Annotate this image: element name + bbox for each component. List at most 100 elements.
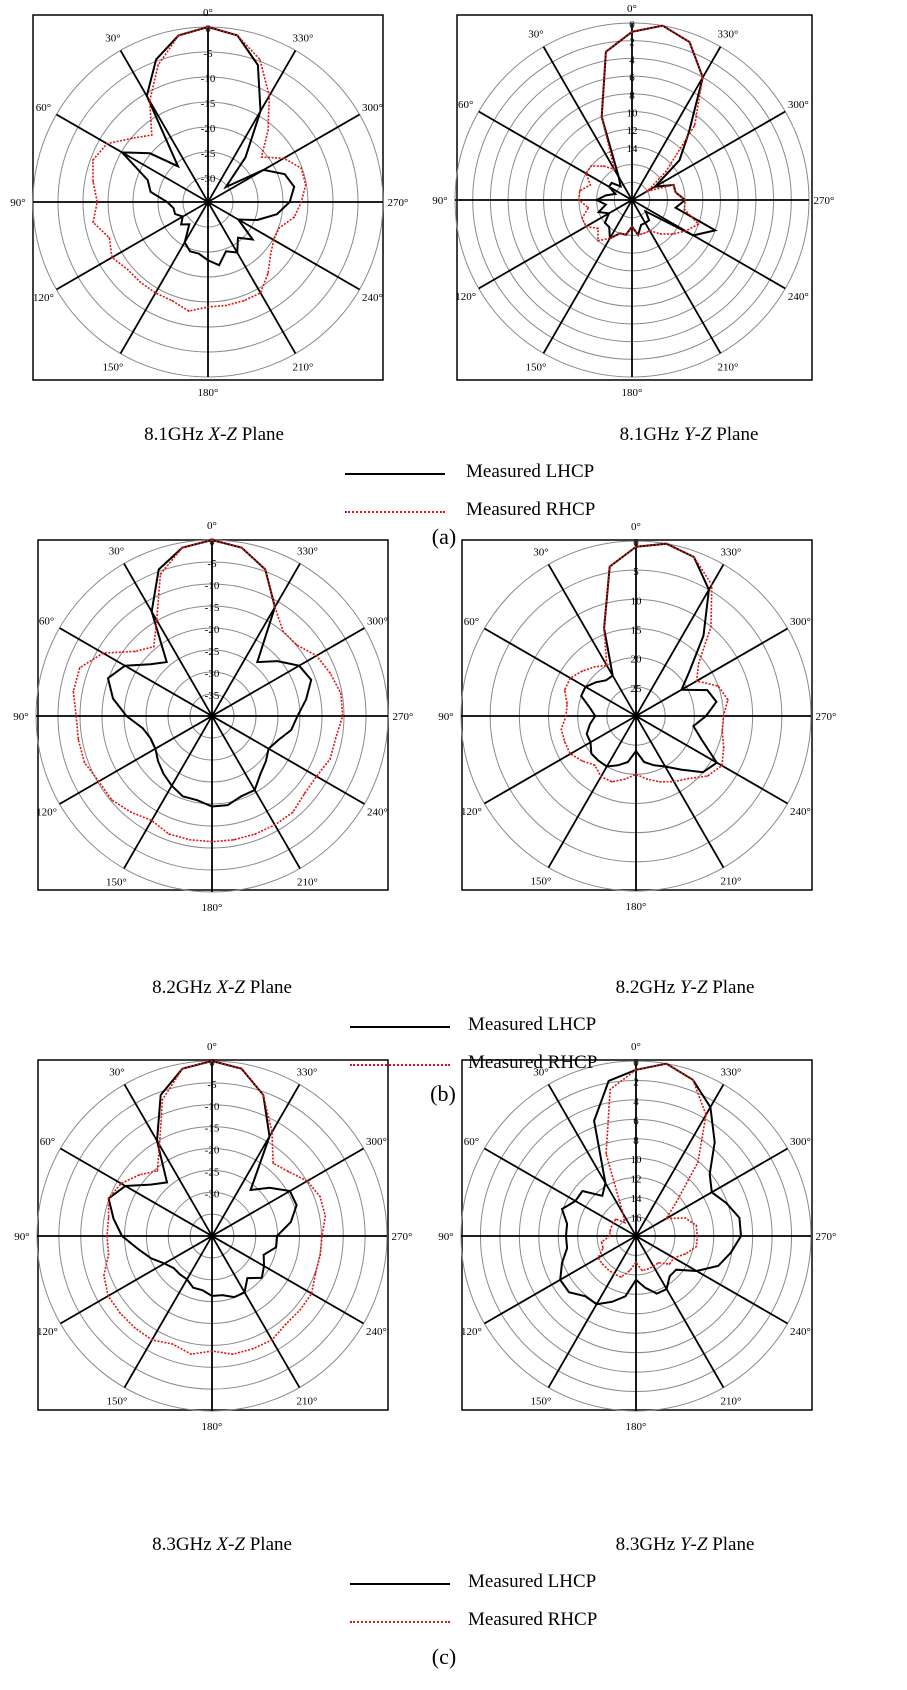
- data-point: [240, 546, 243, 549]
- data-point: [96, 201, 98, 203]
- data-point: [155, 619, 158, 621]
- data-point: [179, 1273, 181, 1276]
- data-point: [594, 764, 596, 766]
- panel-label-c: (c): [431, 1644, 457, 1669]
- data-point: [149, 737, 152, 740]
- angle-tick-label: 240°: [362, 292, 383, 304]
- data-point: [600, 1241, 603, 1243]
- data-point: [276, 213, 278, 215]
- plot-caption-3: 8.2GHz Y-Z Plane: [580, 977, 790, 999]
- data-point: [585, 172, 587, 175]
- data-point: [276, 1235, 278, 1237]
- data-point: [157, 64, 159, 66]
- data-point: [282, 630, 284, 633]
- data-point: [680, 768, 682, 771]
- data-point: [92, 180, 94, 183]
- data-point: [211, 805, 213, 808]
- data-point: [111, 256, 113, 259]
- data-point: [627, 761, 629, 763]
- angle-tick-label: 300°: [790, 616, 811, 628]
- angle-tick-label: 300°: [366, 1136, 387, 1148]
- data-point: [249, 1189, 252, 1191]
- data-point: [608, 226, 610, 228]
- data-point: [706, 689, 709, 691]
- data-point: [310, 1292, 313, 1295]
- data-point: [665, 1062, 668, 1065]
- data-point: [225, 186, 227, 188]
- caption-freq: 8.2GHz: [615, 977, 676, 998]
- data-point: [92, 159, 94, 161]
- radial-tick-label: -15: [205, 1123, 220, 1135]
- data-point: [159, 1094, 162, 1096]
- data-point: [644, 222, 647, 224]
- panel-label-a: (a): [431, 524, 457, 549]
- data-point: [146, 179, 149, 181]
- data-point: [112, 697, 114, 700]
- data-point: [702, 634, 705, 637]
- data-point: [120, 1182, 122, 1185]
- data-point: [595, 1303, 598, 1305]
- legend-rhcp-swatch: [350, 1064, 450, 1066]
- data-point: [158, 1144, 161, 1146]
- data-point: [153, 645, 155, 648]
- data-point: [635, 1279, 637, 1281]
- data-point: [605, 194, 607, 197]
- data-point: [738, 1217, 741, 1219]
- data-point: [659, 781, 661, 783]
- angle-tick-label: 270°: [816, 711, 837, 723]
- data-point: [603, 627, 605, 630]
- data-point: [111, 799, 113, 801]
- polar-plot-4: 0° 30° 60° 90° 120° 150° 180° 210° 240° 270° 300° 3…: [14, 1041, 412, 1433]
- data-point: [125, 715, 128, 717]
- data-point: [75, 715, 77, 717]
- data-point: [656, 1292, 658, 1295]
- plot-caption-1: 8.1GHz Y-Z Plane: [584, 424, 794, 446]
- data-point: [559, 1279, 561, 1281]
- caption-word: Plane: [712, 1534, 755, 1555]
- data-point: [604, 1182, 607, 1184]
- data-point: [112, 1217, 115, 1220]
- data-point: [581, 760, 584, 762]
- data-point: [711, 1191, 713, 1194]
- data-point: [121, 1235, 123, 1237]
- angle-tick-label: 120°: [33, 292, 54, 304]
- angle-tick-label: 0°: [627, 3, 637, 15]
- data-point: [635, 1261, 637, 1264]
- angle-tick-label: 330°: [718, 29, 739, 41]
- data-point: [166, 1181, 168, 1184]
- data-point: [303, 792, 306, 795]
- data-point: [607, 1268, 609, 1271]
- data-point: [251, 238, 254, 241]
- radial-tick-label: 0: [629, 19, 635, 31]
- data-point: [171, 784, 173, 787]
- data-point: [243, 1291, 246, 1294]
- spoke-line: [547, 563, 725, 869]
- data-point: [601, 1195, 604, 1197]
- data-point: [597, 211, 600, 213]
- data-point: [324, 1215, 327, 1217]
- data-point: [329, 758, 331, 760]
- data-point: [568, 1291, 570, 1293]
- data-point: [168, 833, 170, 835]
- angle-tick-label: 30°: [533, 1067, 548, 1079]
- data-point: [643, 761, 645, 763]
- legend-rhcp-label: Measured RHCP: [468, 1609, 598, 1630]
- polar-plot-0: 0° 30° 60° 90° 120° 150° 180° 210° 240° 270° 300° 3…: [10, 7, 408, 399]
- data-point: [711, 583, 713, 586]
- data-point: [601, 1263, 604, 1265]
- data-point: [181, 1067, 184, 1070]
- data-point: [186, 1278, 188, 1281]
- data-point: [298, 664, 300, 667]
- caption-dash: -: [690, 977, 697, 998]
- data-point: [182, 795, 184, 798]
- angle-tick-label: 60°: [36, 102, 51, 114]
- data-point: [103, 1274, 105, 1277]
- data-point: [243, 299, 245, 302]
- angle-tick-label: 210°: [297, 1396, 318, 1408]
- data-point: [740, 1235, 742, 1237]
- data-point: [672, 184, 675, 186]
- radial-tick-label: -10: [201, 73, 216, 85]
- data-point: [211, 539, 213, 541]
- data-point: [725, 1202, 728, 1204]
